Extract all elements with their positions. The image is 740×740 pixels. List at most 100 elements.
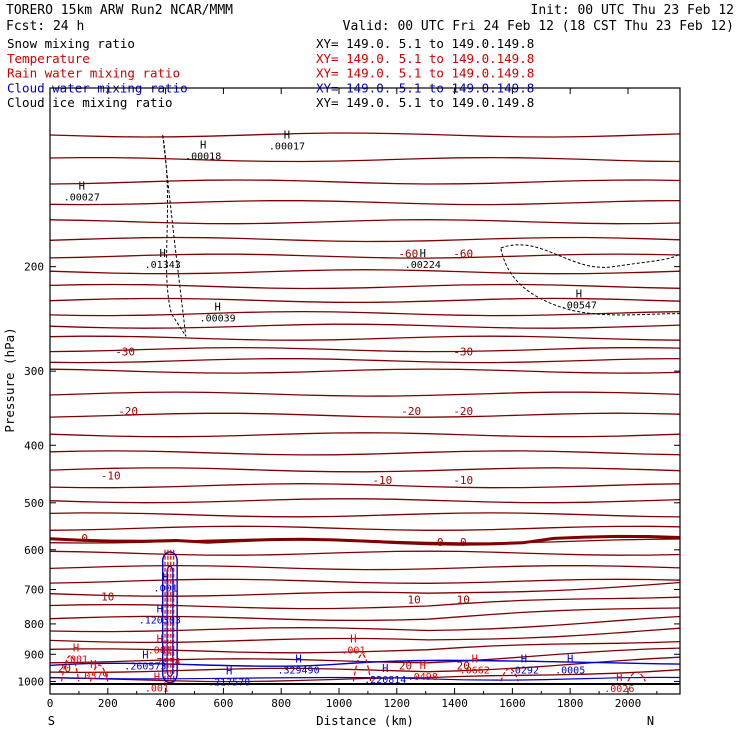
maximum-marker: H — [160, 248, 166, 260]
isotherm — [49, 335, 681, 341]
legend-xy: XY= 149.0. 5.1 to 149.0.149.8 — [316, 51, 534, 66]
maximum-marker: H — [200, 140, 206, 152]
x-tick-label: 2000 — [615, 697, 642, 710]
freezing-level-line — [49, 534, 681, 546]
cloud-water-contour — [166, 565, 174, 677]
temperature-contour-label: -20 — [401, 405, 421, 418]
isotherm — [49, 498, 681, 504]
y-tick-label: 200 — [24, 261, 44, 274]
plot-frame — [49, 87, 681, 695]
legend-xy: XY= 149.0. 5.1 to 149.0.149.8 — [316, 36, 534, 51]
x-tick-label: 0 — [47, 697, 54, 710]
maximum-value: .00017 — [269, 141, 305, 152]
isotherm — [49, 132, 681, 138]
rain-contour — [352, 654, 372, 682]
temperature-contour-label: -10 — [101, 470, 121, 483]
temperature-contour-label: -10 — [453, 474, 473, 487]
maximum-marker: H — [284, 129, 290, 141]
temperature-contour-label: -10 — [372, 474, 392, 487]
isotherm — [49, 564, 681, 571]
maximum-value: .00027 — [64, 192, 100, 203]
temperature-contour-label: -30 — [453, 346, 473, 359]
field-legend: Snow mixing ratio XY= 149.0. 5.1 to 149.0… — [7, 36, 534, 110]
y-axis-label: Pressure (hPa) — [2, 327, 17, 432]
isotherm — [49, 483, 681, 489]
x-axis-label: Distance (km) — [316, 713, 414, 728]
isotherm — [49, 467, 681, 473]
isotherm — [49, 581, 681, 597]
temperature-contour-label: -20 — [118, 405, 138, 418]
isotherm — [49, 450, 681, 456]
maximum-value: .0498 — [408, 672, 438, 683]
isotherm — [49, 357, 681, 364]
isotherm — [49, 432, 681, 438]
x-tick-label: 600 — [213, 697, 233, 710]
isotherm — [49, 656, 681, 674]
maximum-marker: H — [162, 572, 168, 584]
maximum-marker: H — [382, 663, 388, 675]
temperature-contour-label: 20 — [399, 659, 412, 672]
temperature-contour-label: -20 — [453, 405, 473, 418]
x-tick-label: 1800 — [557, 697, 584, 710]
rain-contour — [627, 671, 646, 682]
maximum-marker: H — [157, 634, 163, 646]
y-tick-label: 300 — [24, 365, 44, 378]
maximum-marker: H — [154, 671, 160, 683]
maximum-value: .220814 — [364, 675, 406, 686]
y-tick-label: 1000 — [18, 675, 45, 688]
isotherm — [49, 368, 681, 374]
maximum-value: .260573 — [124, 661, 166, 672]
isotherm — [49, 283, 681, 290]
maximum-marker: H — [79, 180, 85, 192]
x-tick-label: 1200 — [384, 697, 411, 710]
legend-entry: Temperature — [7, 51, 90, 66]
maximum-marker: H — [226, 666, 232, 678]
isotherm — [49, 578, 681, 584]
maximum-value: .120303 — [139, 616, 181, 627]
temperature-contour-label: -60 — [453, 247, 473, 260]
isotherm — [49, 269, 681, 275]
maximum-value: .00547 — [561, 300, 597, 311]
south-label: S — [48, 714, 55, 728]
y-tick-label: 700 — [24, 584, 44, 597]
isotherm — [49, 297, 681, 304]
maximum-marker: H — [90, 659, 96, 671]
maximum-marker: H — [420, 660, 426, 672]
isotherm — [49, 627, 681, 644]
maximum-value: .001 — [64, 654, 88, 665]
maximum-marker: H — [472, 653, 478, 665]
isotherm — [49, 615, 681, 633]
maximum-value: .0005 — [555, 665, 585, 676]
temperature-contour-label: 10 — [457, 593, 470, 606]
isotherm — [49, 512, 681, 518]
legend-xy: XY= 149.0. 5.1 to 149.0.149.8 — [316, 66, 534, 81]
maximum-marker: H — [576, 288, 582, 300]
x-tick-label: 400 — [156, 697, 176, 710]
maximum-value: .217578 — [208, 678, 250, 689]
maximum-value: .00224 — [405, 260, 441, 271]
maximum-value: .001 — [145, 683, 169, 694]
maximum-value: .001 — [148, 646, 172, 657]
maximum-value: .0026 — [604, 684, 634, 695]
y-tick-label: 800 — [24, 618, 44, 631]
isotherm — [49, 199, 681, 206]
isotherm — [49, 550, 681, 556]
chart-header: TORERO 15km ARW Run2 NCAR/MMM Init: 00 U… — [6, 3, 734, 34]
maximum-value: .0379 — [78, 671, 108, 682]
isotherm — [49, 323, 681, 329]
temperature-contour-label: 20 — [58, 662, 71, 675]
y-tick-label: 500 — [24, 497, 44, 510]
isotherm — [49, 640, 681, 654]
isotherm — [49, 156, 681, 163]
snow-contour — [162, 134, 187, 337]
isotherm — [49, 525, 681, 531]
maximum-value: .0292 — [509, 665, 539, 676]
isotherm — [49, 219, 681, 225]
maximum-marker: H — [420, 248, 426, 260]
maximum-value: .00039 — [200, 314, 236, 325]
isotherm — [49, 253, 681, 259]
rain-contour — [89, 664, 109, 682]
maximum-marker: H — [162, 645, 168, 657]
temperature-contour-label: 0 — [437, 536, 444, 549]
